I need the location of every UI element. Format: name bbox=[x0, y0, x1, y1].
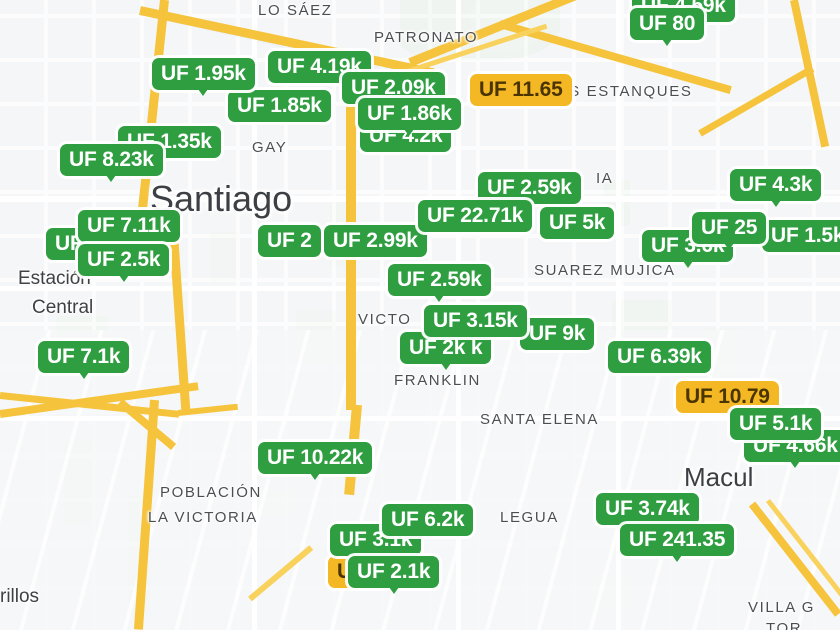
price-marker-2-99k[interactable]: UF 2.99k bbox=[324, 225, 427, 257]
price-marker-2-59k-a[interactable]: UF 2.59k bbox=[478, 172, 581, 204]
price-marker-10-79[interactable]: UF 10.79 bbox=[676, 381, 779, 413]
price-marker-2-5k[interactable]: UF 2.5k bbox=[78, 244, 170, 282]
price-marker-3-74k[interactable]: UF 3.74k bbox=[596, 493, 699, 525]
map-label-estacion: Estación bbox=[18, 268, 91, 289]
major-road bbox=[252, 0, 257, 630]
price-marker-5-1k[interactable]: UF 5.1k bbox=[730, 408, 822, 440]
price-marker-2-59k-b[interactable]: UF 2.59k bbox=[388, 264, 491, 302]
price-marker-1-95k[interactable]: UF 1.95k bbox=[152, 58, 255, 96]
map-label-santa-elena: SANTA ELENA bbox=[480, 411, 600, 428]
price-marker-8-23k[interactable]: UF 8.23k bbox=[60, 144, 163, 182]
price-marker-6-39k[interactable]: UF 6.39k bbox=[608, 341, 711, 373]
map-label-central: Central bbox=[32, 297, 94, 318]
map-label-victoria-frag: VICTO bbox=[358, 311, 412, 328]
price-marker-3-6k[interactable]: UF 3.6k bbox=[642, 230, 734, 268]
price-marker-2-1k[interactable]: UF 2.1k bbox=[348, 556, 440, 594]
price-marker-1-5k[interactable]: UF 1.5k bbox=[762, 220, 840, 252]
map-label-macul: Macul bbox=[684, 462, 754, 492]
map-label-poblacion: POBLACIÓN bbox=[160, 484, 262, 501]
price-marker-9k[interactable]: UF 9k bbox=[520, 318, 595, 350]
price-marker-1-85k[interactable]: UF 1.85k bbox=[228, 90, 331, 122]
map-label-cerrillos-frag: rillos bbox=[0, 586, 40, 607]
price-marker-1-35k[interactable]: UF 1.35k bbox=[118, 126, 221, 158]
price-marker-22-71k[interactable]: UF 22.71k bbox=[418, 200, 533, 232]
map-label-ia-fragment: IA bbox=[596, 170, 614, 187]
map-label-villa-g: VILLA G bbox=[748, 599, 816, 616]
price-marker-11-65[interactable]: UF 11.65 bbox=[470, 74, 572, 106]
price-marker-2k-k[interactable]: UF 2k k bbox=[400, 332, 492, 370]
map-label-la-victoria: LA VICTORIA bbox=[148, 509, 258, 526]
price-marker-241-35[interactable]: UF 241.35 bbox=[620, 524, 735, 562]
map-label-legua: LEGUA bbox=[500, 509, 559, 526]
price-marker-80[interactable]: UF 80 bbox=[630, 8, 705, 46]
price-marker-10-22k[interactable]: UF 10.22k bbox=[258, 442, 373, 480]
map-label-los-estanques: OS ESTANQUES bbox=[556, 83, 693, 100]
map-label-gay: GAY bbox=[252, 139, 288, 156]
map-label-patronato: PATRONATO bbox=[374, 29, 479, 46]
price-marker-7-11k[interactable]: UF 7.11k bbox=[78, 210, 180, 242]
major-road bbox=[0, 416, 840, 421]
price-marker-6-2k[interactable]: UF 6.2k bbox=[382, 504, 474, 536]
major-road bbox=[0, 196, 840, 202]
price-marker-4-3k[interactable]: UF 4.3k bbox=[730, 169, 822, 207]
price-marker-25[interactable]: UF 25 bbox=[692, 212, 767, 250]
price-marker-7-1k[interactable]: UF 7.1k bbox=[38, 341, 130, 379]
major-road bbox=[616, 0, 621, 630]
map-label-lo-saez: LO SÁEZ bbox=[258, 2, 333, 19]
price-marker-5k[interactable]: UF 5k bbox=[540, 207, 615, 239]
map-label-suarez-mujica: SUAREZ MUJICA bbox=[534, 262, 676, 279]
price-marker-1-86k[interactable]: UF 1.86k bbox=[358, 98, 461, 136]
price-marker-2[interactable]: UF 2 bbox=[258, 225, 321, 257]
map-label-tor-frag: TOR bbox=[766, 620, 803, 630]
map-label-franklin: FRANKLIN bbox=[394, 372, 481, 389]
price-marker-3-15k[interactable]: UF 3.15k bbox=[424, 305, 527, 337]
